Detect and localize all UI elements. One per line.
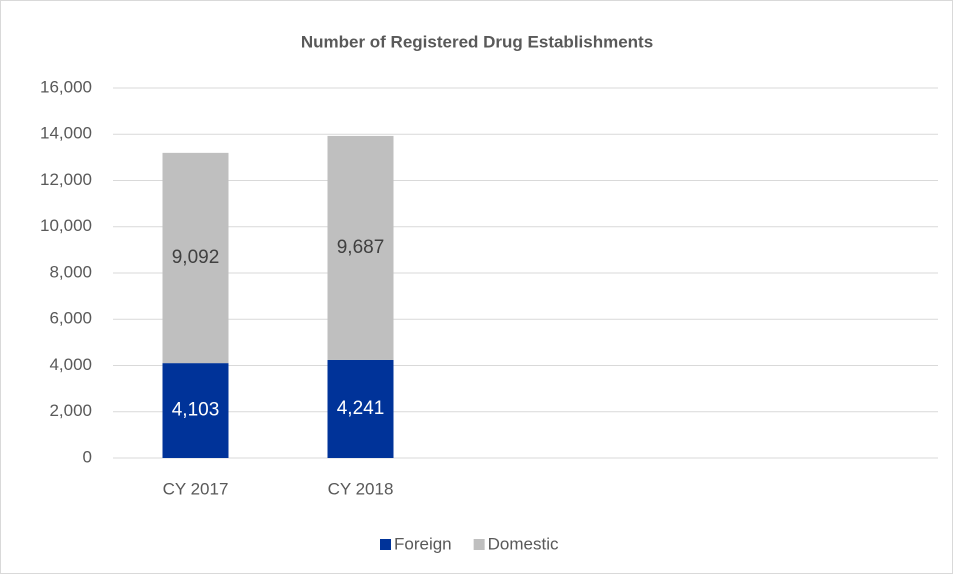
chart-title: Number of Registered Drug Establishments xyxy=(301,32,653,51)
y-tick-label: 10,000 xyxy=(40,216,92,235)
y-tick-label: 0 xyxy=(83,447,92,466)
y-tick-label: 2,000 xyxy=(49,401,92,420)
bar-segment xyxy=(327,135,394,360)
y-tick-label: 16,000 xyxy=(40,77,92,96)
x-tick-label: CY 2018 xyxy=(328,479,394,498)
data-label: 9,092 xyxy=(172,247,220,268)
legend-label: Foreign xyxy=(394,534,452,553)
y-tick-label: 12,000 xyxy=(40,170,92,189)
data-label: 4,103 xyxy=(172,400,220,421)
y-tick-label: 8,000 xyxy=(49,262,92,281)
y-tick-label: 14,000 xyxy=(40,124,92,143)
y-tick-label: 4,000 xyxy=(49,355,92,374)
x-tick-label: CY 2017 xyxy=(163,479,229,498)
legend-swatch xyxy=(473,539,485,550)
data-label: 4,241 xyxy=(337,398,385,419)
legend-label: Domestic xyxy=(488,534,559,553)
legend-swatch xyxy=(380,539,391,550)
data-label: 9,687 xyxy=(337,237,385,258)
bar-segment xyxy=(162,152,229,364)
bar-segment xyxy=(162,363,229,458)
y-tick-label: 6,000 xyxy=(49,309,92,328)
bar-segment xyxy=(327,359,394,458)
